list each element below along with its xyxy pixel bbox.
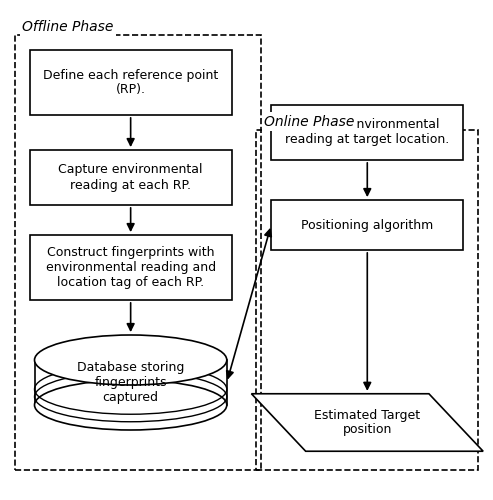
Text: Define each reference point
(RP).: Define each reference point (RP). bbox=[43, 68, 218, 96]
Text: Online Phase: Online Phase bbox=[264, 114, 354, 128]
Text: Positioning algorithm: Positioning algorithm bbox=[301, 218, 433, 232]
Text: Capture environmental
reading at each RP.: Capture environmental reading at each RP… bbox=[58, 164, 203, 192]
Text: Database storing
fingerprints
captured: Database storing fingerprints captured bbox=[77, 361, 184, 404]
Bar bbox=[271, 105, 463, 160]
Bar bbox=[35, 360, 227, 405]
Ellipse shape bbox=[35, 380, 227, 430]
Text: Offline Phase: Offline Phase bbox=[22, 20, 113, 34]
Bar bbox=[30, 235, 232, 300]
Bar bbox=[15, 35, 261, 470]
Ellipse shape bbox=[35, 335, 227, 385]
Bar bbox=[30, 150, 232, 205]
Text: Estimated Target
position: Estimated Target position bbox=[314, 408, 421, 436]
Text: Construct fingerprints with
environmental reading and
location tag of each RP.: Construct fingerprints with environmenta… bbox=[45, 246, 216, 289]
Bar bbox=[256, 130, 478, 470]
Polygon shape bbox=[251, 394, 483, 451]
Bar bbox=[30, 50, 232, 115]
Bar bbox=[271, 200, 463, 250]
Text: Capture environmental
reading at target location.: Capture environmental reading at target … bbox=[285, 118, 450, 146]
